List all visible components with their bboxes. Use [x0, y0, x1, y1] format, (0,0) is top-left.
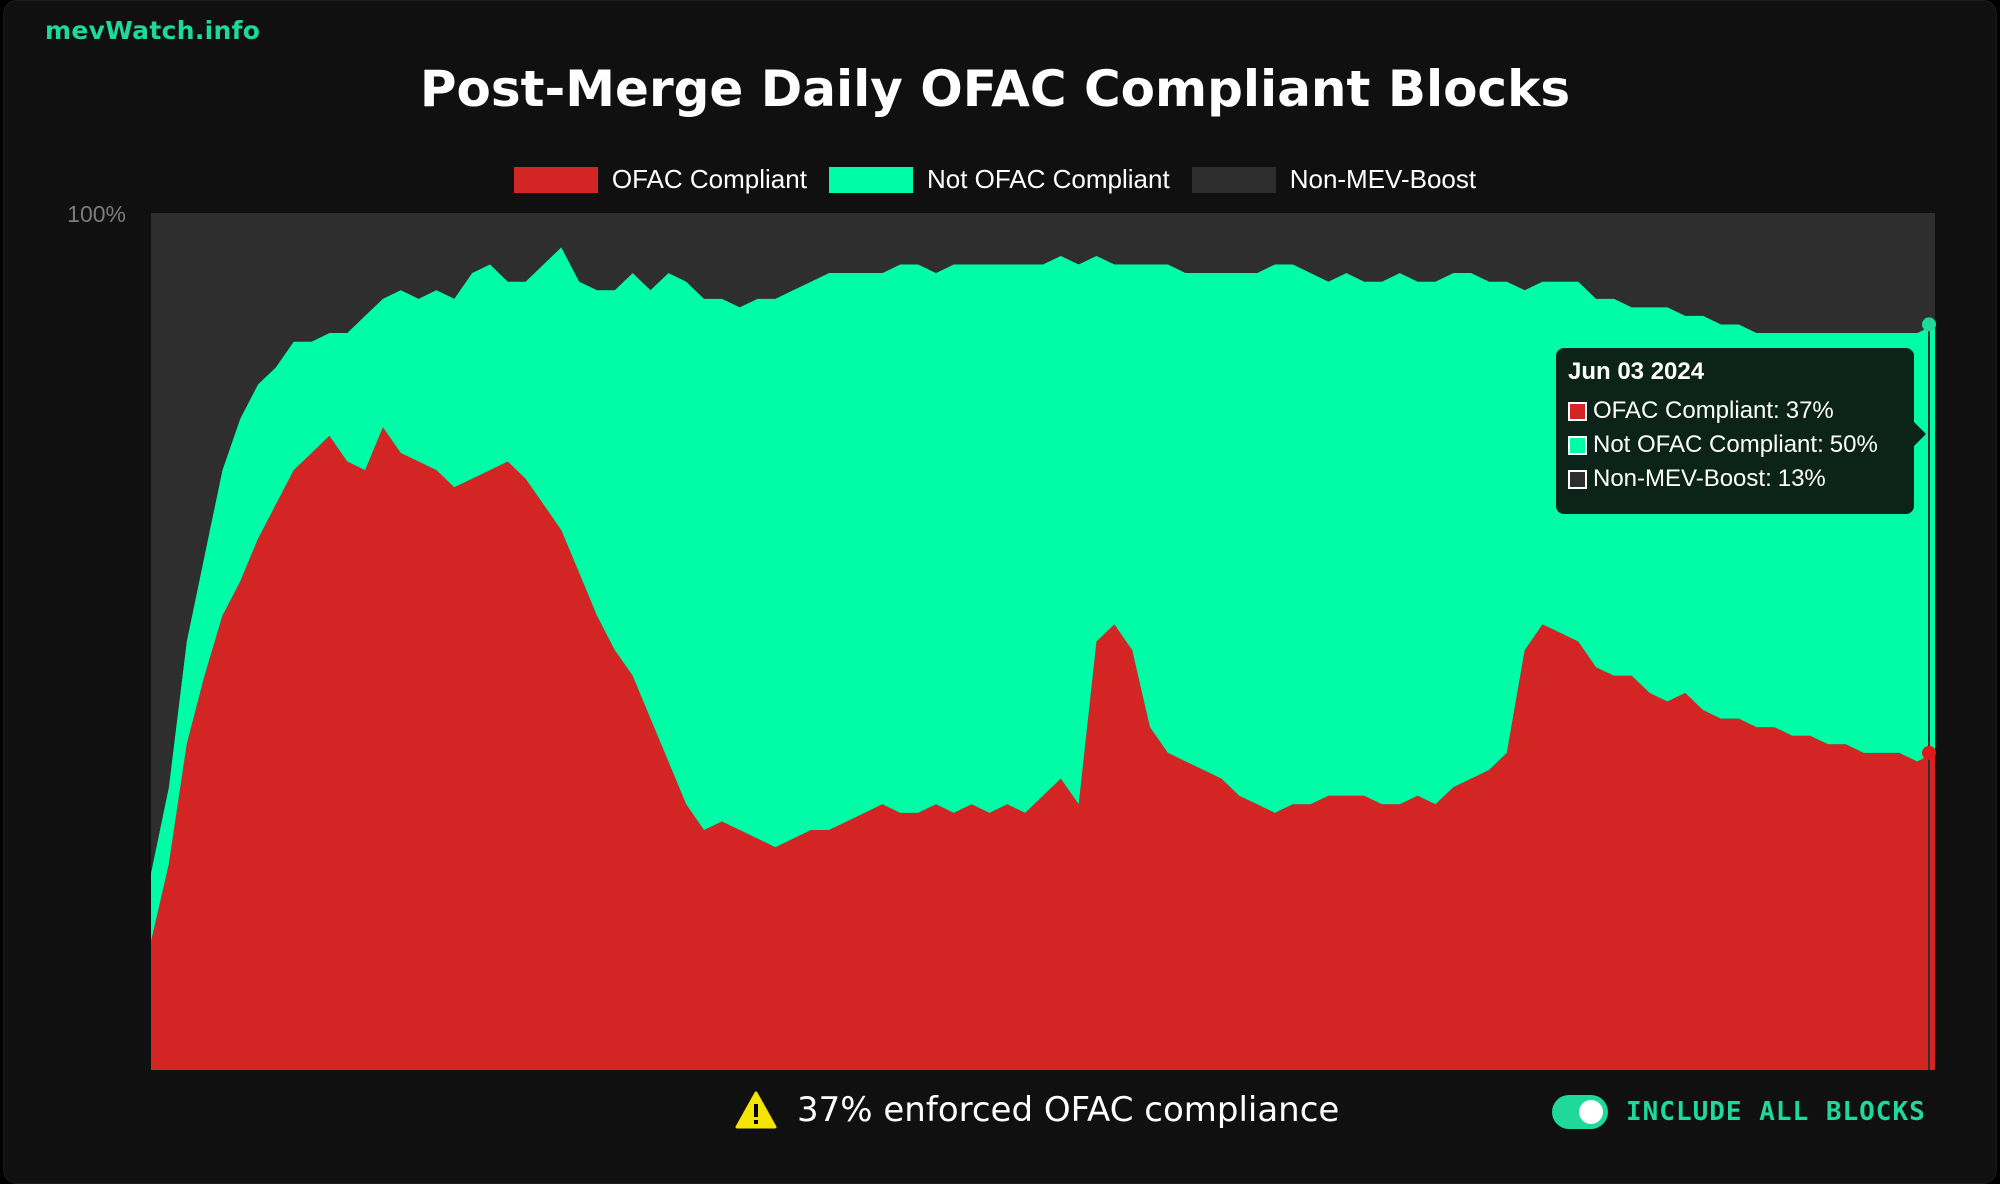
- area-layers: [151, 213, 1935, 1070]
- warning-icon: [735, 1091, 777, 1129]
- warning-text: 37% enforced OFAC compliance: [797, 1090, 1340, 1130]
- legend-item-not-ofac-compliant[interactable]: Not OFAC Compliant: [828, 164, 1170, 195]
- legend-item-non-mev-boost[interactable]: Non-MEV-Boost: [1191, 164, 1477, 195]
- area-not-ofac-compliant: [151, 247, 1935, 942]
- tooltip-value-ofac-compliant: 37%: [1785, 397, 1834, 424]
- include-all-blocks-label[interactable]: INCLUDE ALL BLOCKS: [1626, 1097, 1926, 1127]
- legend-label-ofac-compliant: OFAC Compliant: [611, 164, 807, 194]
- chart-title: Post-Merge Daily OFAC Compliant Blocks: [419, 60, 1571, 118]
- tooltip-label-not-ofac-compliant: Not OFAC Compliant:: [1593, 431, 1824, 458]
- tooltip-swatch-non-mev-boost: [1568, 469, 1587, 489]
- hover-dot-ofac-compliant: [1922, 745, 1936, 760]
- tooltip-row-non-mev-boost: Non-MEV-Boost: 13%: [1568, 462, 1902, 496]
- tooltip-swatch-ofac-compliant: [1568, 401, 1587, 421]
- legend-label-non-mev-boost: Non-MEV-Boost: [1289, 164, 1477, 194]
- tooltip-row-not-ofac-compliant: Not OFAC Compliant: 50%: [1568, 428, 1902, 462]
- toggle-knob: [1579, 1100, 1603, 1124]
- legend-item-ofac-compliant[interactable]: OFAC Compliant: [513, 164, 807, 195]
- tooltip-swatch-not-ofac-compliant: [1568, 435, 1587, 455]
- brand-logo-text[interactable]: mevWatch.info: [45, 16, 261, 45]
- tooltip-value-non-mev-boost: 13%: [1777, 465, 1826, 492]
- legend-label-not-ofac-compliant: Not OFAC Compliant: [926, 164, 1170, 194]
- legend-swatch-non-mev-boost: [1191, 166, 1276, 193]
- tooltip-label-ofac-compliant: OFAC Compliant:: [1593, 397, 1780, 424]
- tooltip-value-not-ofac-compliant: 50%: [1829, 431, 1878, 458]
- include-all-blocks-control[interactable]: INCLUDE ALL BLOCKS: [1552, 1095, 1926, 1129]
- chart-tooltip: Jun 03 2024 OFAC Compliant: 37% Not OFAC…: [1556, 348, 1926, 514]
- tooltip-row-ofac-compliant: OFAC Compliant: 37%: [1568, 394, 1902, 428]
- hover-dot-not-ofac-compliant: [1922, 317, 1936, 332]
- compliance-warning: 37% enforced OFAC compliance: [735, 1090, 1339, 1130]
- legend-swatch-ofac-compliant: [513, 166, 598, 193]
- area-non-mev-boost: [151, 213, 1935, 873]
- tooltip-label-non-mev-boost: Non-MEV-Boost:: [1593, 465, 1772, 492]
- area-ofac-compliant: [151, 427, 1935, 1070]
- y-tick-label-100: 100%: [67, 201, 126, 227]
- legend-swatch-not-ofac-compliant: [828, 166, 913, 193]
- include-all-blocks-toggle[interactable]: [1552, 1095, 1608, 1129]
- chart-legend: OFAC Compliant Not OFAC Compliant Non-ME…: [0, 164, 1990, 195]
- tooltip-date: Jun 03 2024: [1568, 358, 1705, 385]
